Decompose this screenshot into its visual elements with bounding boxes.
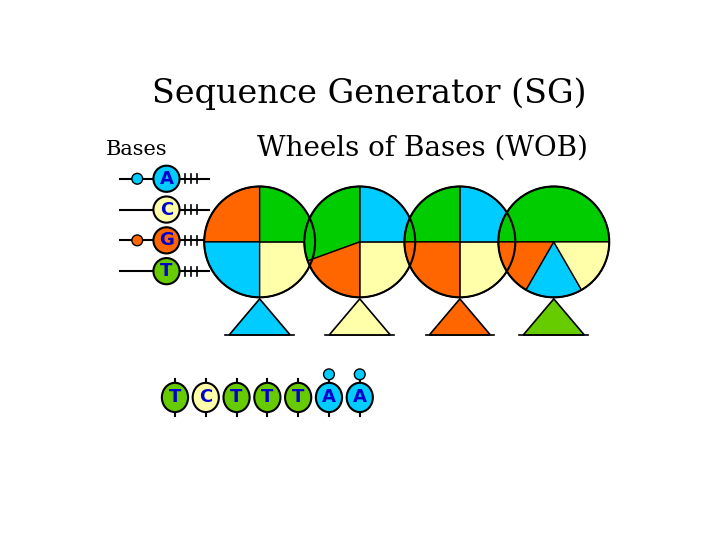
Text: T: T bbox=[230, 388, 243, 407]
Ellipse shape bbox=[285, 383, 311, 412]
Polygon shape bbox=[360, 242, 415, 298]
Circle shape bbox=[132, 173, 143, 184]
Circle shape bbox=[132, 235, 143, 246]
Ellipse shape bbox=[346, 383, 373, 412]
Circle shape bbox=[323, 369, 334, 380]
Circle shape bbox=[153, 197, 179, 222]
Polygon shape bbox=[460, 242, 516, 298]
Text: A: A bbox=[353, 388, 366, 407]
Circle shape bbox=[354, 369, 365, 380]
Polygon shape bbox=[229, 299, 290, 335]
Text: T: T bbox=[161, 262, 173, 280]
Text: Bases: Bases bbox=[106, 140, 167, 159]
Text: G: G bbox=[159, 231, 174, 249]
Polygon shape bbox=[305, 186, 360, 261]
Polygon shape bbox=[405, 186, 460, 242]
Polygon shape bbox=[329, 299, 390, 335]
Polygon shape bbox=[498, 242, 554, 290]
Circle shape bbox=[153, 166, 179, 192]
Ellipse shape bbox=[316, 383, 342, 412]
Text: C: C bbox=[199, 388, 212, 407]
Text: C: C bbox=[160, 200, 173, 219]
Polygon shape bbox=[204, 242, 260, 298]
Polygon shape bbox=[460, 186, 516, 242]
Ellipse shape bbox=[193, 383, 219, 412]
Polygon shape bbox=[405, 242, 460, 298]
Polygon shape bbox=[554, 242, 609, 290]
Polygon shape bbox=[204, 186, 260, 242]
Text: Wheels of Bases (WOB): Wheels of Bases (WOB) bbox=[258, 134, 588, 161]
Text: A: A bbox=[160, 170, 174, 188]
Polygon shape bbox=[307, 242, 360, 298]
Text: Sequence Generator (SG): Sequence Generator (SG) bbox=[152, 78, 586, 110]
Polygon shape bbox=[260, 242, 315, 298]
Polygon shape bbox=[360, 186, 415, 242]
Ellipse shape bbox=[223, 383, 250, 412]
Polygon shape bbox=[498, 186, 609, 242]
Text: A: A bbox=[322, 388, 336, 407]
Text: T: T bbox=[168, 388, 181, 407]
Text: T: T bbox=[261, 388, 274, 407]
Circle shape bbox=[153, 227, 179, 253]
Ellipse shape bbox=[162, 383, 188, 412]
Polygon shape bbox=[429, 299, 490, 335]
Circle shape bbox=[153, 258, 179, 284]
Polygon shape bbox=[523, 299, 585, 335]
Polygon shape bbox=[526, 242, 582, 298]
Ellipse shape bbox=[254, 383, 281, 412]
Text: T: T bbox=[292, 388, 305, 407]
Polygon shape bbox=[260, 186, 315, 242]
